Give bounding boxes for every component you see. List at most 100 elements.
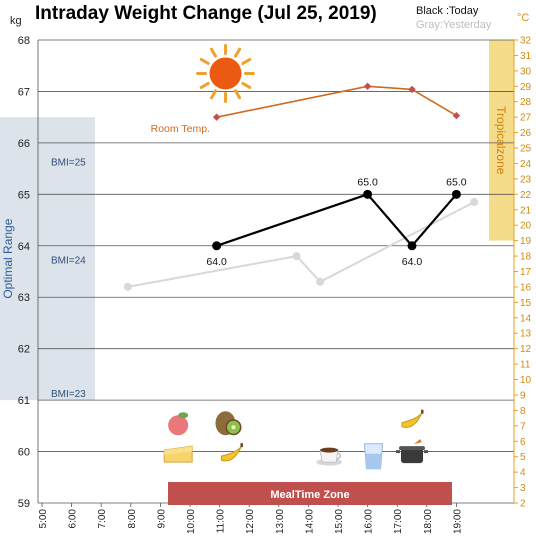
right-tick-label: 32 — [520, 36, 532, 47]
left-y-axis: 59 60 61 62 63 64 65 66 67 68 — [18, 35, 30, 510]
right-tick-label: 23 — [520, 174, 532, 185]
coffee — [320, 447, 339, 453]
sun-ray — [210, 47, 218, 58]
series-room-temp — [212, 82, 461, 121]
optimal-range-band — [0, 117, 95, 401]
x-tick-label: 8:00 — [127, 509, 138, 529]
pot-garnish — [414, 439, 422, 445]
legend-today: Black :Today — [416, 5, 479, 17]
today-point — [212, 241, 222, 251]
cheese-cake-icon — [163, 445, 193, 463]
banana-body — [220, 445, 242, 462]
banana-stem — [421, 409, 424, 414]
right-tick-label: 17 — [520, 267, 532, 278]
right-tick-label: 28 — [520, 97, 532, 108]
right-tick-label: 27 — [520, 113, 532, 124]
room-temp-line — [216, 85, 457, 118]
today-data-label: 65.0 — [446, 176, 467, 188]
water-glass-icon — [363, 443, 384, 470]
y-tick-label: 63 — [18, 292, 30, 304]
yesterday-point — [292, 252, 301, 261]
room-temp-point — [363, 82, 372, 90]
meal-icons — [163, 43, 428, 470]
bmi-label: BMI=23 — [51, 389, 86, 400]
right-tick-label: 2 — [520, 499, 526, 510]
y-tick-label: 66 — [18, 138, 30, 150]
y-tick-label: 64 — [18, 241, 30, 253]
grid-lines — [37, 39, 514, 504]
yesterday-point — [123, 282, 132, 291]
right-tick-label: 25 — [520, 144, 532, 155]
sun-ray — [210, 89, 218, 100]
right-tick-label: 3 — [520, 483, 526, 494]
right-tick-label: 12 — [520, 344, 532, 355]
y-tick-label: 62 — [18, 344, 30, 356]
cheese-top — [164, 446, 193, 456]
sun-ray — [199, 57, 210, 65]
x-axis: 5:00 6:00 7:00 8:00 9:00 10:00 11:00 12:00 13:00… — [38, 503, 463, 534]
today-data-label: 65.0 — [357, 176, 378, 188]
right-tick-label: 14 — [520, 313, 532, 324]
x-tick-label: 18:00 — [423, 509, 434, 534]
series-yesterday — [123, 198, 479, 291]
right-tick-label: 29 — [520, 82, 532, 93]
x-tick-label: 11:00 — [216, 509, 227, 534]
sun-ray — [241, 57, 252, 65]
banana-body — [401, 412, 423, 428]
right-tick-label: 31 — [520, 51, 532, 62]
pot-body — [401, 448, 423, 464]
x-tick-label: 13:00 — [275, 509, 286, 534]
right-tick-label: 4 — [520, 468, 526, 479]
right-tick-label: 18 — [520, 252, 532, 263]
right-tick-label: 26 — [520, 128, 532, 139]
legend-yesterday: Gray:Yesterday — [416, 19, 492, 31]
cooking-pot-icon — [396, 439, 428, 464]
sun-disc — [209, 57, 242, 90]
x-tick-label: 14:00 — [304, 509, 315, 534]
yesterday-point — [470, 198, 479, 207]
room-temp-point — [212, 113, 221, 121]
room-temp-label: Room Temp. — [151, 123, 210, 135]
bmi-labels: BMI=25 BMI=24 BMI=23 — [51, 158, 86, 401]
right-tick-label: 9 — [520, 390, 526, 401]
right-tick-label: 30 — [520, 66, 532, 77]
yesterday-point — [316, 277, 325, 286]
today-line — [216, 193, 458, 247]
today-data-label: 64.0 — [402, 256, 423, 268]
peach-leaf — [178, 412, 189, 419]
x-tick-label: 12:00 — [245, 509, 256, 534]
right-tick-label: 21 — [520, 205, 532, 216]
cup-handle — [336, 452, 342, 460]
meal-time-zone-bar — [168, 482, 452, 505]
y-tick-label: 67 — [18, 86, 30, 98]
right-y-axis: 2345678910111213141516171819202122232425… — [513, 36, 532, 510]
sun-ray — [241, 81, 252, 89]
right-tick-label: 7 — [520, 421, 526, 432]
banana-icon — [401, 409, 424, 428]
sun-ray — [199, 81, 210, 89]
right-tick-label: 6 — [520, 437, 526, 448]
optimal-range-label: Optimal Range — [1, 218, 15, 298]
x-tick-label: 5:00 — [38, 509, 49, 529]
y-tick-label: 61 — [18, 395, 30, 407]
sun-ray — [234, 47, 242, 58]
today-point — [451, 189, 461, 199]
right-tick-label: 8 — [520, 406, 526, 417]
x-tick-label: 19:00 — [452, 509, 463, 534]
x-tick-label: 10:00 — [186, 509, 197, 534]
today-data-label: 64.0 — [206, 256, 227, 268]
right-tick-label: 13 — [520, 329, 532, 340]
today-point — [407, 241, 417, 251]
pot-handle-left — [396, 450, 400, 454]
y-tick-label: 65 — [18, 189, 30, 201]
bmi-label: BMI=24 — [51, 255, 86, 266]
series-today: 64.0 65.0 64.0 65.0 — [206, 176, 466, 267]
right-tick-label: 11 — [520, 360, 531, 371]
pot-lid — [399, 446, 425, 451]
meal-time-zone-label: MealTime Zone — [270, 489, 349, 501]
right-tick-label: 5 — [520, 452, 526, 463]
yesterday-line — [127, 201, 475, 288]
banana-icon — [220, 443, 243, 462]
left-axis-unit: kg — [10, 15, 22, 27]
x-tick-label: 6:00 — [68, 509, 79, 529]
